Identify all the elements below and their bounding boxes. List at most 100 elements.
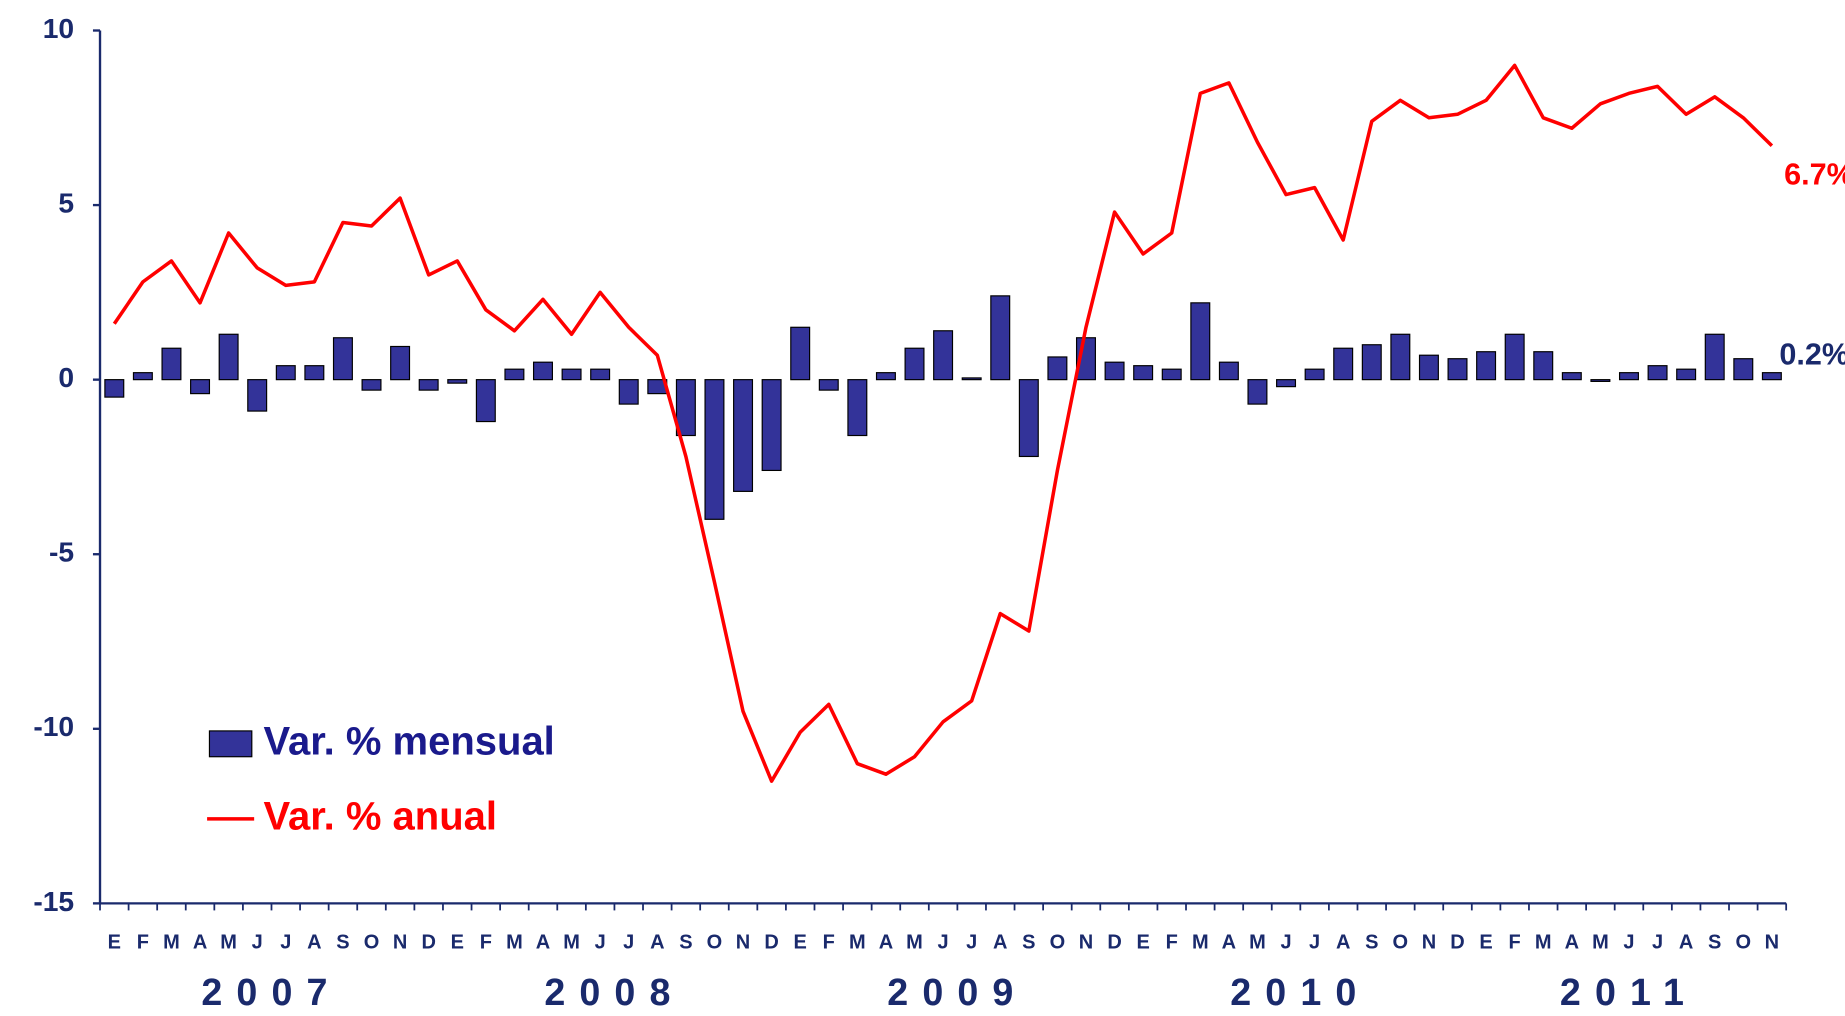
bar: [1390, 333, 1411, 381]
y-tick-label: -15: [33, 885, 74, 917]
x-tick-label: F: [1509, 932, 1521, 954]
bar: [332, 337, 353, 381]
x-tick-label: O: [1050, 932, 1066, 954]
x-tick-label: J: [1280, 932, 1291, 954]
legend-label: Var. % mensual: [264, 719, 555, 763]
x-tick-label: M: [1535, 932, 1552, 954]
bar: [1504, 333, 1525, 381]
y-tick-label: -10: [33, 710, 74, 742]
x-tick-label: N: [1765, 932, 1779, 954]
bar: [1590, 379, 1611, 382]
x-tick-label: M: [1192, 932, 1209, 954]
x-tick-label: N: [736, 932, 750, 954]
x-tick-label: A: [536, 932, 550, 954]
x-tick-label: J: [252, 932, 263, 954]
bar: [275, 365, 296, 381]
bar: [390, 345, 411, 381]
x-tick-label: J: [938, 932, 949, 954]
x-tick-label: J: [1309, 932, 1320, 954]
x-tick-label: E: [108, 932, 121, 954]
bar: [218, 333, 239, 381]
x-tick-label: E: [794, 932, 807, 954]
x-tick-label: J: [966, 932, 977, 954]
x-tick-label: A: [1336, 932, 1350, 954]
bar: [532, 361, 553, 381]
bar: [1761, 372, 1782, 381]
x-tick-label: S: [1022, 932, 1035, 954]
x-tick-label: O: [1393, 932, 1409, 954]
bar: [1533, 351, 1554, 381]
x-tick-label: O: [707, 932, 723, 954]
bar: [190, 379, 211, 395]
x-tick-label: A: [1222, 932, 1236, 954]
y-tick-label: 0: [58, 361, 74, 393]
bar: [1361, 344, 1382, 381]
x-tick-label: O: [1736, 932, 1752, 954]
value-label: 0.2%: [1779, 337, 1845, 371]
bar: [447, 379, 468, 384]
bar: [561, 368, 582, 381]
bar: [761, 379, 782, 472]
x-tick-label: S: [336, 932, 349, 954]
x-tick-label: J: [595, 932, 606, 954]
bar: [675, 379, 696, 437]
x-tick-label: A: [1565, 932, 1579, 954]
bar: [961, 377, 982, 381]
x-tick-label: M: [163, 932, 180, 954]
bar: [1333, 347, 1354, 381]
x-tick-label: A: [879, 932, 893, 954]
x-tick-label: D: [1107, 932, 1121, 954]
y-tick-label: 5: [58, 187, 74, 219]
year-label: 2010: [1230, 971, 1370, 1013]
bar: [1018, 379, 1039, 458]
x-tick-label: A: [193, 932, 207, 954]
x-tick-label: M: [849, 932, 866, 954]
bar: [504, 368, 525, 381]
x-tick-label: F: [480, 932, 492, 954]
bar: [1161, 368, 1182, 381]
x-tick-label: A: [1679, 932, 1693, 954]
y-tick-label: 10: [43, 12, 74, 44]
x-tick-label: N: [1422, 932, 1436, 954]
bar: [847, 379, 868, 437]
legend-label: Var. % anual: [264, 794, 497, 838]
x-tick-label: M: [906, 932, 923, 954]
bar: [1476, 351, 1497, 381]
year-label: 2008: [544, 971, 684, 1013]
bar: [904, 347, 925, 381]
bar: [618, 379, 639, 405]
bar: [304, 365, 325, 381]
bar: [875, 372, 896, 381]
x-tick-label: E: [451, 932, 464, 954]
bar: [1418, 354, 1439, 381]
legend-swatch: [208, 730, 253, 758]
bar: [990, 295, 1011, 381]
x-tick-label: A: [307, 932, 321, 954]
bar: [1704, 333, 1725, 381]
x-tick-label: N: [393, 932, 407, 954]
x-tick-label: F: [1166, 932, 1178, 954]
x-tick-label: J: [623, 932, 634, 954]
x-tick-label: M: [1249, 932, 1266, 954]
bar: [1676, 368, 1697, 381]
bar: [1190, 302, 1211, 381]
x-tick-label: A: [993, 932, 1007, 954]
bar: [790, 326, 811, 381]
bar: [104, 379, 125, 398]
x-tick-label: E: [1479, 932, 1492, 954]
year-label: 2009: [887, 971, 1027, 1013]
bar: [1276, 379, 1297, 388]
x-tick-label: J: [280, 932, 291, 954]
bar: [1247, 379, 1268, 405]
x-tick-label: S: [679, 932, 692, 954]
bar: [933, 330, 954, 381]
bar: [1618, 372, 1639, 381]
x-tick-label: S: [1365, 932, 1378, 954]
y-tick-label: -5: [49, 536, 74, 568]
bar: [733, 379, 754, 492]
bar: [361, 379, 382, 391]
year-label: 2007: [201, 971, 341, 1013]
bar: [818, 379, 839, 391]
bar: [247, 379, 268, 412]
